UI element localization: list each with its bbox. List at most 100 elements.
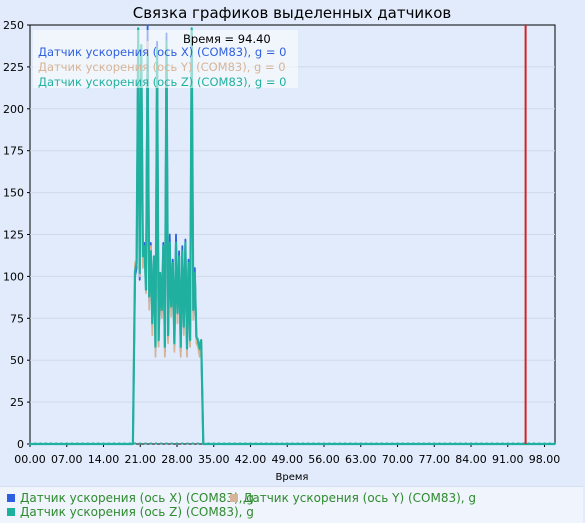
baseline-marker (480, 442, 483, 445)
y-axis: 0 25 50 75 100 125 150 175 200 225 250 (3, 19, 30, 451)
baseline-marker (139, 442, 142, 445)
baseline-marker (65, 442, 68, 445)
baseline-marker (428, 442, 430, 445)
x-tick-label: 70.00 (382, 453, 414, 466)
x-tick-label: 84.00 (455, 453, 487, 466)
baseline-marker (160, 442, 163, 445)
baseline-marker (365, 442, 367, 445)
baseline-marker (543, 442, 546, 445)
chart-svg[interactable]: Связка графиков выделенных датчиков 0 25 5… (0, 0, 585, 486)
baseline-marker (328, 442, 331, 445)
legend-label-z: Датчик ускорения (ось Z) (COM83), g (20, 505, 254, 519)
baseline-marker (186, 442, 189, 445)
x-tick-label: 77.00 (419, 453, 451, 466)
baseline-marker (92, 442, 94, 445)
baseline-marker (386, 442, 388, 445)
baseline-marker (249, 442, 252, 445)
y-tick-label: 50 (10, 354, 24, 367)
baseline-marker (113, 442, 115, 445)
baseline-marker (50, 442, 52, 445)
baseline-marker (506, 442, 509, 445)
baseline-marker (60, 442, 63, 445)
baseline-marker (218, 442, 220, 445)
x-tick-label: 21.00 (125, 453, 157, 466)
baseline-marker (134, 442, 136, 445)
baseline-marker (323, 442, 325, 445)
baseline-marker (407, 442, 409, 445)
x-tick-label: 42.00 (235, 453, 267, 466)
baseline-marker (401, 442, 404, 445)
baseline-marker (265, 442, 268, 445)
y-tick-label: 100 (3, 270, 24, 283)
x-axis-label: Время (276, 472, 309, 483)
legend-item-z[interactable]: Датчик ускорения (ось Z) (COM83), g (7, 505, 254, 519)
baseline-marker (554, 442, 556, 445)
baseline-marker (170, 442, 173, 445)
baseline-marker (464, 442, 467, 445)
baseline-marker (191, 442, 194, 445)
baseline-marker (443, 442, 446, 445)
baseline-marker (538, 442, 541, 445)
baseline-marker (449, 442, 451, 445)
baseline-marker (128, 442, 131, 445)
baseline-marker (302, 442, 304, 445)
baseline-marker (86, 442, 89, 445)
y-tick-label: 225 (3, 61, 24, 74)
baseline-marker (197, 442, 199, 445)
baseline-marker (517, 442, 520, 445)
x-tick-label: 28.00 (161, 453, 193, 466)
readout-series-y: Датчик ускорения (ось Y) (COM83), g = 0 (38, 60, 286, 74)
y-tick-label: 175 (3, 145, 24, 158)
baseline-marker (433, 442, 436, 445)
readout-x-text: Датчик ускорения (ось X) (COM83), g = 0 (38, 45, 287, 59)
baseline-marker (244, 442, 247, 445)
legend-label-x: Датчик ускорения (ось X) (COM83), g (20, 491, 254, 505)
baseline-marker (512, 442, 514, 445)
baseline-marker (176, 442, 178, 445)
legend-item-x[interactable]: Датчик ускорения (ось X) (COM83), g (7, 491, 254, 505)
x-tick-label: 56.00 (308, 453, 340, 466)
baseline-marker (270, 442, 273, 445)
legend-swatch-z (7, 508, 15, 516)
x-tick-label: 98.00 (529, 453, 561, 466)
baseline-marker (207, 442, 210, 445)
baseline-marker (291, 442, 294, 445)
baseline-marker (81, 442, 84, 445)
baseline-marker (181, 442, 184, 445)
baseline-marker (239, 442, 241, 445)
baseline-marker (470, 442, 472, 445)
baseline-marker (491, 442, 493, 445)
x-tick-label: 49.00 (272, 453, 304, 466)
baseline-marker (281, 442, 283, 445)
baseline-marker (118, 442, 121, 445)
x-tick-label: 63.00 (345, 453, 377, 466)
baseline-marker (29, 442, 31, 445)
legend: Датчик ускорения (ось X) (COM83), g Датч… (0, 486, 583, 523)
baseline-marker (485, 442, 488, 445)
baseline-marker (344, 442, 346, 445)
baseline-marker (34, 442, 37, 445)
legend-label-y: Датчик ускорения (ось Y) (COM83), g (243, 491, 477, 505)
cursor-readout: Время = 94.40 Датчик ускорения (ось X) (… (33, 30, 298, 89)
y-tick-label: 250 (3, 19, 24, 32)
baseline-marker (333, 442, 336, 445)
baseline-marker (307, 442, 310, 445)
baseline-marker (165, 442, 168, 445)
baseline-marker (454, 442, 457, 445)
baseline-marker (71, 442, 73, 445)
baseline-marker (501, 442, 504, 445)
baseline-marker (44, 442, 47, 445)
legend-item-y[interactable]: Датчик ускорения (ось Y) (COM83), g (230, 491, 476, 505)
y-tick-label: 75 (10, 312, 24, 325)
baseline-marker (475, 442, 478, 445)
y-tick-label: 0 (17, 438, 24, 451)
baseline-marker (260, 442, 262, 445)
x-tick-label: 00.00 (14, 453, 46, 466)
legend-swatch-x (7, 494, 15, 502)
x-tick-label: 91.00 (492, 453, 524, 466)
baseline-marker (533, 442, 535, 445)
baseline-marker (359, 442, 362, 445)
legend-swatch-y (230, 494, 238, 502)
baseline-marker (233, 442, 236, 445)
baseline-marker (212, 442, 215, 445)
